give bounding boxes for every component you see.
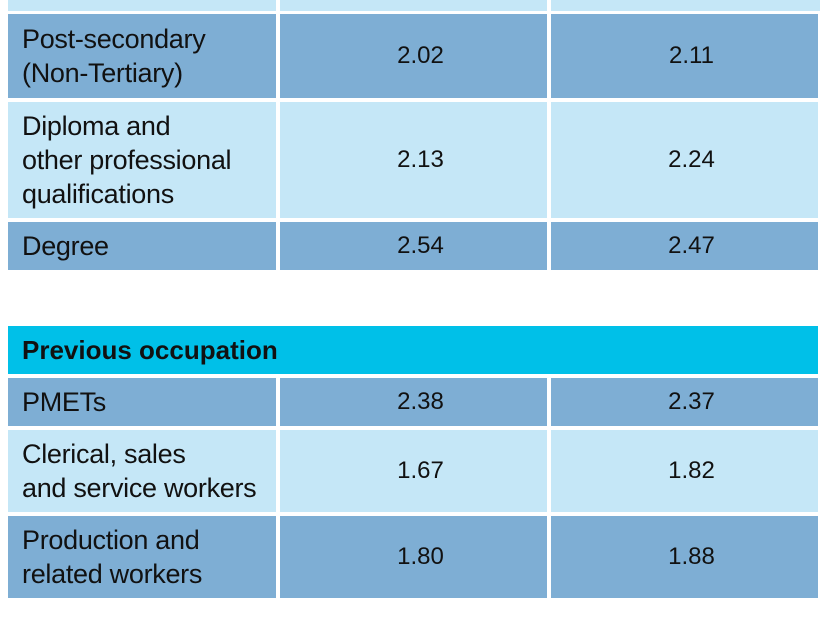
- value-cell: 2.13: [280, 102, 547, 218]
- row-label: Degree: [8, 222, 276, 270]
- table-row: Post-secondary (Non-Tertiary) 2.02 2.11: [8, 14, 818, 98]
- value-cell: 2.24: [551, 102, 818, 218]
- value-cell: 1.88: [551, 516, 819, 598]
- occupation-table: Previous occupation PMETs 2.38 2.37 Cler…: [4, 322, 822, 602]
- row-label: Diploma and other professional qualifica…: [8, 102, 276, 218]
- row-label: Clerical, sales and service workers: [8, 430, 276, 512]
- value-cell: 2.02: [280, 14, 547, 98]
- value-cell: 1.82: [551, 430, 819, 512]
- value-cell: 1.67: [280, 430, 547, 512]
- section-title: Previous occupation: [8, 326, 819, 374]
- row-label: Production and related workers: [8, 516, 276, 598]
- table-row: PMETs 2.38 2.37: [8, 378, 819, 426]
- table-row: Degree 2.54 2.47: [8, 222, 818, 270]
- education-table: Post-secondary (Non-Tertiary) 2.02 2.11 …: [4, 10, 822, 274]
- previous-row-remnant: [8, 0, 820, 11]
- value-cell: 2.47: [551, 222, 818, 270]
- value-cell: 2.38: [280, 378, 547, 426]
- table-row: Diploma and other professional qualifica…: [8, 102, 818, 218]
- table-row: Production and related workers 1.80 1.88: [8, 516, 819, 598]
- row-label: PMETs: [8, 378, 276, 426]
- table-row: Clerical, sales and service workers 1.67…: [8, 430, 819, 512]
- value-cell: 1.80: [280, 516, 547, 598]
- remnant-cell: [551, 0, 820, 11]
- row-label: Post-secondary (Non-Tertiary): [8, 14, 276, 98]
- remnant-cell: [280, 0, 547, 11]
- section-header-row: Previous occupation: [8, 326, 819, 374]
- value-cell: 2.11: [551, 14, 818, 98]
- value-cell: 2.37: [551, 378, 819, 426]
- remnant-cell: [8, 0, 276, 11]
- value-cell: 2.54: [280, 222, 547, 270]
